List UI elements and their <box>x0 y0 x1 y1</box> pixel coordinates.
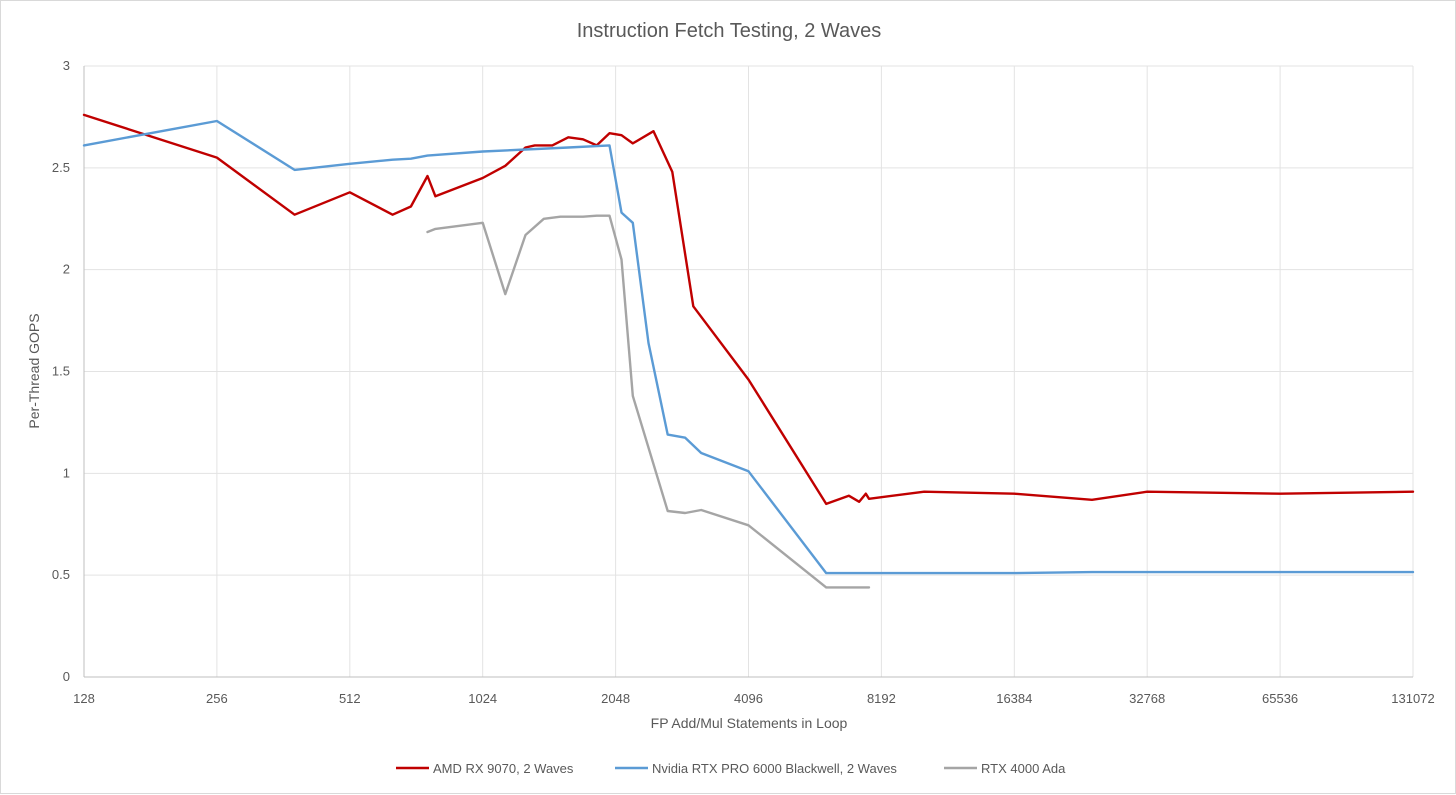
legend-label: AMD RX 9070, 2 Waves <box>433 761 574 776</box>
legend: AMD RX 9070, 2 Waves Nvidia RTX PRO 6000 … <box>396 761 1066 776</box>
y-tick-label: 1.5 <box>52 364 70 379</box>
series-line-1 <box>82 113 1415 506</box>
series-lines <box>82 113 1415 589</box>
x-tick-label: 8192 <box>867 691 896 706</box>
x-tick-label: 1024 <box>468 691 497 706</box>
x-tick-label: 512 <box>339 691 361 706</box>
x-tick-label: 131072 <box>1391 691 1434 706</box>
y-tick-label: 0.5 <box>52 567 70 582</box>
x-axis-label: FP Add/Mul Statements in Loop <box>651 715 848 731</box>
x-tick-label: 128 <box>73 691 95 706</box>
axes: 0 0.5 1 1.5 2 2.5 3 128 256 512 1024 2048 4096 8192 16… <box>52 58 1435 706</box>
x-tick-label: 4096 <box>734 691 763 706</box>
legend-label: RTX 4000 Ada <box>981 761 1066 776</box>
y-tick-label: 1 <box>63 465 70 480</box>
y-tick-label: 2.5 <box>52 160 70 175</box>
x-tick-label: 16384 <box>996 691 1032 706</box>
x-tick-label: 32768 <box>1129 691 1165 706</box>
series-line-3 <box>426 214 871 589</box>
x-tick-label: 65536 <box>1262 691 1298 706</box>
x-tick-label: 2048 <box>601 691 630 706</box>
y-tick-label: 0 <box>63 669 70 684</box>
series-line-2 <box>82 119 1415 575</box>
x-tick-label: 256 <box>206 691 228 706</box>
legend-label: Nvidia RTX PRO 6000 Blackwell, 2 Waves <box>652 761 897 776</box>
gridlines <box>84 65 1414 677</box>
y-tick-label: 3 <box>63 58 70 73</box>
chart-title: Instruction Fetch Testing, 2 Waves <box>577 20 882 42</box>
y-axis-label: Per-Thread GOPS <box>26 313 42 428</box>
y-tick-label: 2 <box>63 262 70 277</box>
